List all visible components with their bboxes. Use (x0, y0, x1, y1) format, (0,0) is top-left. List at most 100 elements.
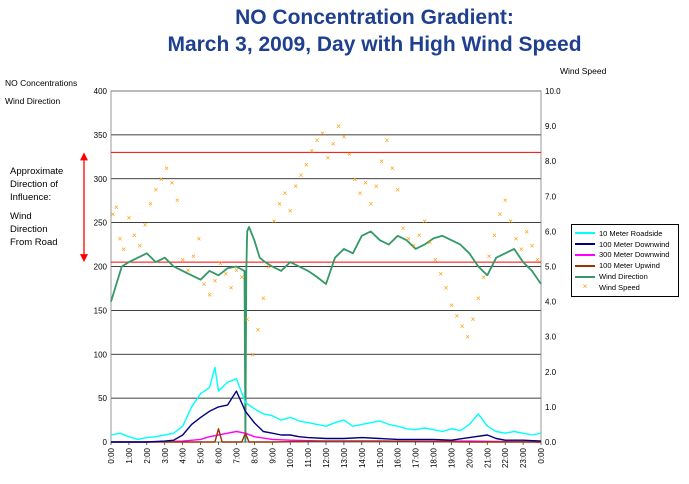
wind-speed-point: × (368, 199, 373, 208)
annotation-line: Influence: (10, 192, 52, 203)
right-tick-label: 0.0 (545, 438, 557, 447)
wind-speed-point: × (374, 182, 379, 191)
left-tick-label: 300 (94, 175, 108, 184)
wind-speed-point: × (196, 234, 201, 243)
wind-speed-point: × (191, 252, 196, 261)
wind-speed-point: × (250, 350, 255, 359)
wind-speed-point: × (428, 238, 433, 247)
legend-item: × Wind Speed (575, 282, 675, 293)
right-tick-label: 2.0 (545, 368, 557, 377)
chart-title-line2: March 3, 2009, Day with High Wind Speed (167, 33, 582, 56)
wind-speed-point: × (315, 136, 320, 145)
wind-speed-point: × (331, 140, 336, 149)
x-tick-label: 12:00 (322, 447, 331, 468)
wind-speed-point: × (390, 164, 395, 173)
x-tick-label: 9:00 (268, 447, 277, 463)
legend-swatch (575, 232, 595, 235)
annotation-line: Direction of (10, 179, 59, 190)
wind-speed-point: × (508, 217, 513, 226)
wind-speed-point: × (309, 147, 314, 156)
wind-speed-point: × (118, 234, 123, 243)
left-axis-title-line2: Wind Direction (5, 96, 61, 106)
x-tick-label: 15:00 (376, 447, 385, 468)
right-tick-label: 4.0 (545, 298, 557, 307)
legend-item: 100 Meter Upwind (575, 260, 675, 271)
wind-speed-point: × (411, 241, 416, 250)
x-tick-label: 3:00 (161, 447, 170, 463)
wind-speed-point: × (358, 189, 363, 198)
left-axis-title-line1: NO Concentrations (5, 78, 78, 88)
wind-speed-point: × (223, 270, 228, 279)
right-tick-label: 3.0 (545, 333, 557, 342)
wind-speed-point: × (256, 326, 261, 335)
wind-speed-point: × (433, 255, 438, 264)
wind-speed-point: × (519, 245, 524, 254)
legend-item: 100 Meter Downwind (575, 239, 675, 250)
wind-speed-point: × (148, 199, 153, 208)
left-tick-label: 400 (94, 87, 108, 96)
x-tick-label: 11:00 (304, 447, 313, 467)
right-tick-label: 8.0 (545, 157, 557, 166)
wind-speed-point: × (454, 312, 459, 321)
wind-speed-point: × (395, 185, 400, 194)
left-tick-label: 250 (94, 219, 108, 228)
legend-item: Wind Direction (575, 271, 675, 282)
wind-speed-point: × (503, 196, 508, 205)
wind-speed-point: × (234, 266, 239, 275)
wind-speed-point: × (514, 234, 519, 243)
legend-swatch (575, 275, 595, 278)
annotation-line: Approximate (10, 166, 64, 177)
wind-speed-point: × (272, 217, 277, 226)
wind-speed-point: × (186, 266, 191, 275)
wind-speed-point: × (352, 175, 357, 184)
x-tick-label: 19:00 (447, 447, 456, 468)
wind-speed-point: × (385, 136, 390, 145)
x-tick-label: 4:00 (179, 447, 188, 463)
legend-label: 300 Meter Downwind (599, 250, 670, 260)
wind-speed-point: × (406, 234, 411, 243)
legend-label: 100 Meter Downwind (599, 239, 670, 249)
wind-speed-point: × (121, 245, 126, 254)
x-tick-label: 8:00 (250, 447, 259, 463)
annotation-line: Direction (10, 224, 48, 235)
x-tick-label: 18:00 (430, 447, 439, 468)
wind-speed-point: × (487, 252, 492, 261)
wind-speed-point: × (363, 178, 368, 187)
wind-speed-point: × (143, 220, 148, 229)
series-line-100-meter-downwind (111, 390, 542, 443)
wind-speed-point: × (114, 203, 119, 212)
wind-speed-point: × (524, 227, 529, 236)
x-tick-label: 23:00 (519, 447, 528, 468)
series-line-wind-direction (110, 226, 542, 443)
left-tick-label: 200 (94, 263, 108, 272)
wind-speed-point: × (229, 284, 234, 293)
x-tick-label: 5:00 (197, 447, 206, 463)
influence-annotation: Approximate Direction of Influence: Wind… (10, 165, 63, 249)
left-tick-label: 150 (94, 306, 108, 315)
legend-item: 10 Meter Roadside (575, 228, 675, 239)
x-tick-label: 1:00 (125, 447, 134, 463)
wind-speed-point: × (202, 280, 207, 289)
wind-speed-point: × (293, 182, 298, 191)
x-tick-label: 16:00 (394, 447, 403, 468)
wind-speed-point: × (476, 294, 481, 303)
annotation-line: From Road (10, 237, 58, 248)
wind-speed-point: × (347, 150, 352, 159)
wind-speed-point: × (245, 315, 250, 324)
legend-item: 300 Meter Downwind (575, 250, 675, 261)
legend-label: 10 Meter Roadside (599, 228, 663, 238)
wind-speed-point: × (444, 284, 449, 293)
wind-speed-point: × (299, 171, 304, 180)
left-tick-label: 350 (94, 131, 108, 140)
wind-speed-point: × (170, 178, 175, 187)
x-tick-label: 13:00 (340, 447, 349, 468)
wind-speed-point: × (159, 175, 164, 184)
wind-speed-point: × (460, 322, 465, 331)
wind-speed-point: × (497, 210, 502, 219)
legend-label: Wind Speed (599, 282, 640, 292)
chart-legend: 10 Meter Roadside 100 Meter Downwind 300 M… (571, 224, 679, 297)
wind-speed-point: × (449, 301, 454, 310)
wind-speed-point: × (336, 122, 341, 131)
influence-arrow-head-down (80, 254, 88, 263)
right-tick-label: 10.0 (545, 87, 561, 96)
